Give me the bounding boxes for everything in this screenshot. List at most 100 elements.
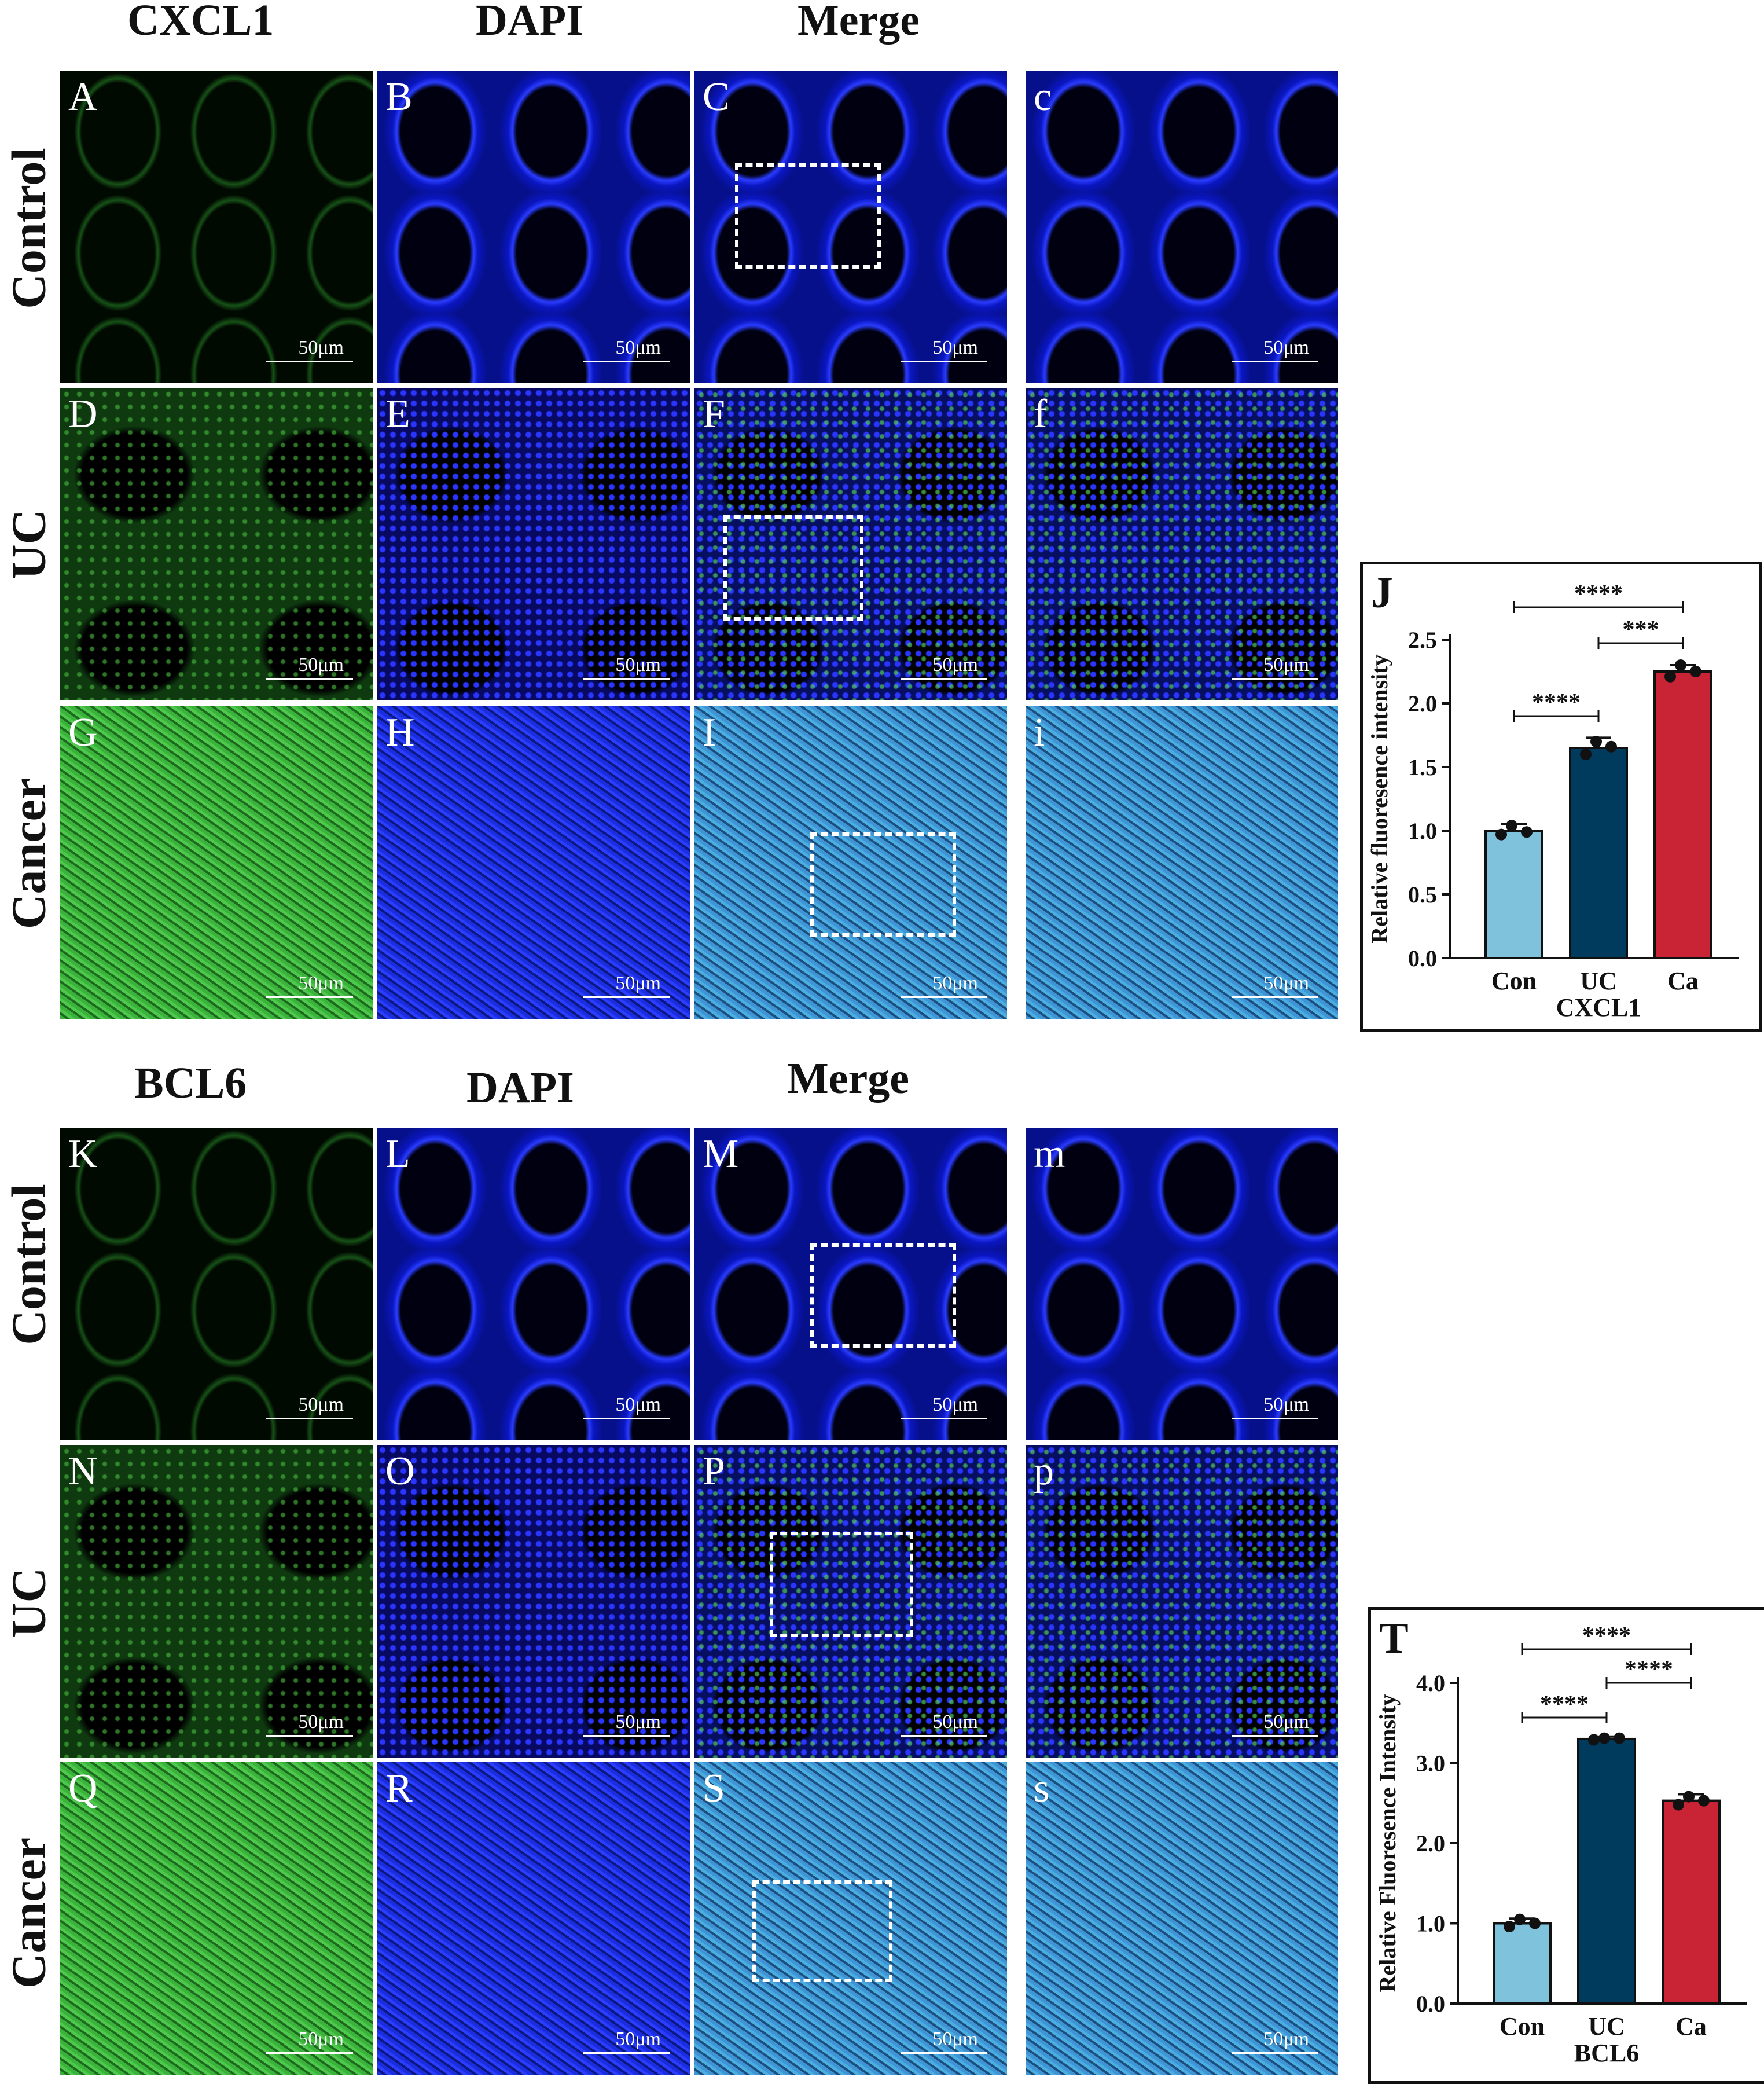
scale-bar-label: 50μm	[1263, 654, 1309, 676]
scale-bar	[583, 996, 670, 998]
bar-ca	[1653, 670, 1712, 959]
panel-letter: B	[385, 75, 413, 119]
scale-bar	[266, 361, 353, 362]
micrograph-panel-P: P 50μm	[694, 1445, 1007, 1758]
panel-letter: c	[1034, 75, 1052, 119]
micrograph-panel-F: F 50μm	[694, 388, 1007, 700]
scale-bar	[901, 1735, 987, 1737]
x-tick-label: UC	[1588, 2012, 1625, 2041]
data-point	[1605, 740, 1617, 753]
row-label-control-bottom: Control	[2, 1184, 56, 1345]
micrograph-panel-B: B 50μm	[377, 71, 690, 383]
scale-bar	[901, 1418, 987, 1419]
micrograph-panel-S: S 50μm	[694, 1762, 1007, 2075]
micrograph-image	[694, 71, 1007, 383]
scale-bar-label: 50μm	[615, 973, 661, 994]
micrograph-image	[60, 388, 373, 700]
scale-bar-label: 50μm	[932, 1711, 978, 1733]
micrograph-panel-R: R 50μm	[377, 1762, 690, 2075]
y-tick-label: 3.0	[1416, 1751, 1445, 1777]
micrograph-panel-H: H 50μm	[377, 706, 690, 1019]
panel-letter: i	[1034, 710, 1045, 755]
chart-j: J 0.0 0.5 1.0 1.5 2.0 2.5 Relative fluoresence …	[1366, 568, 1739, 1022]
data-point	[1521, 826, 1533, 838]
scale-bar	[1232, 678, 1318, 680]
micrograph-image	[377, 1445, 690, 1758]
data-point	[1683, 1791, 1695, 1803]
micrograph-panel-Q: Q 50μm	[60, 1762, 373, 2075]
data-point	[1580, 749, 1592, 760]
panel-letter: A	[68, 75, 98, 119]
micrograph-image	[377, 1762, 690, 2075]
micrograph-panel-L: L 50μm	[377, 1128, 690, 1440]
bar-uc	[1577, 1737, 1636, 2005]
data-point	[1495, 828, 1507, 841]
scale-bar	[901, 2052, 987, 2054]
micrograph-image	[60, 71, 373, 383]
significance-label: ****	[1532, 689, 1581, 716]
micrograph-panel-O: O 50μm	[377, 1445, 690, 1758]
scale-bar-label: 50μm	[298, 1394, 344, 1415]
micrograph-panel-K: K 50μm	[60, 1128, 373, 1440]
x-tick-label: Con	[1491, 967, 1537, 995]
data-point	[1588, 1734, 1600, 1746]
data-point	[1506, 820, 1517, 832]
y-tick-label: 1.0	[1408, 818, 1437, 844]
micrograph-image	[377, 706, 690, 1019]
panel-letter: s	[1034, 1766, 1050, 1811]
scale-bar-label: 50μm	[1263, 1711, 1309, 1733]
scale-bar-label: 50μm	[932, 1394, 978, 1415]
scale-bar	[901, 361, 987, 362]
micrograph-image	[60, 706, 373, 1019]
header-dapi-bottom: DAPI	[466, 1063, 574, 1112]
panel-letter: E	[385, 392, 410, 436]
micrograph-image	[377, 1128, 690, 1440]
micrograph-image	[1026, 71, 1338, 383]
chart-t-frame: T 0.0 1.0 2.0 3.0 4.0 Relative Fluoresence Int…	[1368, 1607, 1764, 2084]
x-tick-label: Con	[1500, 2012, 1545, 2041]
micrograph-image	[1026, 706, 1338, 1019]
header-merge-bottom: Merge	[787, 1054, 909, 1103]
panel-letter: H	[385, 710, 415, 755]
significance-label: ****	[1574, 581, 1623, 607]
zoom-region-box	[810, 832, 956, 937]
scale-bar-label: 50μm	[615, 2028, 661, 2050]
micrograph-panel-m: m 50μm	[1026, 1128, 1338, 1440]
chart-panel-letter: J	[1371, 568, 1393, 617]
x-axis-label: BCL6	[1574, 2039, 1639, 2067]
scale-bar	[266, 996, 353, 998]
panel-letter: F	[703, 392, 725, 436]
panel-letter: N	[68, 1449, 98, 1494]
header-dapi-top: DAPI	[476, 0, 583, 45]
micrograph-panel-M: M 50μm	[694, 1128, 1007, 1440]
zoom-region-box	[735, 163, 881, 269]
scale-bar-label: 50μm	[932, 2028, 978, 2050]
scale-bar-label: 50μm	[615, 1711, 661, 1733]
scale-bar-label: 50μm	[298, 654, 344, 676]
zoom-region-box	[723, 515, 863, 621]
scale-bar-label: 50μm	[1263, 1394, 1309, 1415]
significance-label: ****	[1540, 1691, 1589, 1718]
chart-t: T 0.0 1.0 2.0 3.0 4.0 Relative Fluoresence Int…	[1375, 1614, 1747, 2067]
y-tick-label: 0.0	[1408, 945, 1437, 971]
micrograph-image	[694, 1762, 1007, 2075]
significance-label: ***	[1623, 617, 1659, 643]
bar-con	[1484, 830, 1544, 959]
zoom-region-box	[810, 1243, 956, 1348]
data-point	[1598, 1732, 1610, 1744]
zoom-region-box	[752, 1880, 892, 1982]
scale-bar-label: 50μm	[932, 654, 978, 676]
scale-bar-label: 50μm	[298, 337, 344, 358]
scale-bar	[266, 1735, 353, 1737]
panel-letter: p	[1034, 1449, 1054, 1494]
data-point	[1514, 1913, 1526, 1925]
data-point	[1698, 1795, 1710, 1807]
y-tick-label: 2.5	[1408, 627, 1437, 653]
x-tick-label: UC	[1580, 967, 1617, 995]
micrograph-image	[694, 388, 1007, 700]
data-point	[1529, 1917, 1541, 1929]
micrograph-panel-G: G 50μm	[60, 706, 373, 1019]
panel-letter: M	[703, 1132, 739, 1176]
chart-panel-letter: T	[1379, 1614, 1409, 1663]
y-tick-label: 1.5	[1408, 754, 1437, 780]
